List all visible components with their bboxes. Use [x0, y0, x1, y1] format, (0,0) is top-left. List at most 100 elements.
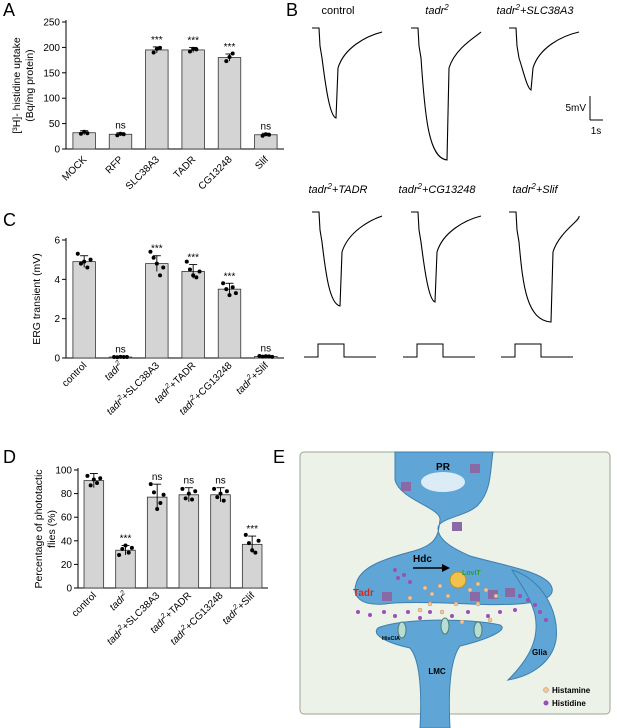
- data-point: [85, 265, 90, 270]
- data-point: [221, 498, 226, 503]
- significance-label: ***: [224, 271, 236, 282]
- significance-label: ns: [115, 344, 126, 355]
- data-point: [88, 257, 93, 262]
- panel-letter-a: A: [3, 0, 15, 20]
- data-point: [184, 259, 189, 264]
- transporter-protein: [488, 590, 498, 599]
- category-label: Slif: [253, 154, 271, 172]
- histidine-molecule: [408, 580, 412, 584]
- data-point: [190, 497, 195, 502]
- significance-label: ***: [187, 35, 199, 46]
- bar: [254, 134, 278, 150]
- chart-c-erg-transient: 0 2 4 6 ERG transient (mV) control ns tadr2 *** t…: [31, 236, 284, 417]
- scale-voltage-label: 5mV: [565, 103, 586, 114]
- y-axis-label: [³H]- histidine uptake: [11, 37, 23, 133]
- pr-label: PR: [436, 462, 451, 473]
- histamine-molecule: [407, 595, 413, 601]
- histidine-molecule: [393, 614, 397, 618]
- data-point: [78, 261, 83, 266]
- transporter-protein: [470, 592, 480, 601]
- data-point: [118, 131, 123, 136]
- histidine-molecule: [538, 610, 542, 614]
- data-point: [187, 267, 192, 272]
- legend-histidine-marker: [543, 700, 549, 706]
- data-point: [212, 486, 217, 491]
- bar: [145, 49, 169, 150]
- data-point: [215, 495, 220, 500]
- lovit-label: LoviT: [462, 570, 481, 577]
- category-label: SLC38A3: [124, 154, 162, 192]
- data-point: [154, 46, 159, 51]
- synaptic-vesicle: [449, 571, 467, 589]
- y-tick-label: 250: [43, 18, 60, 29]
- data-point: [95, 480, 100, 485]
- histamine-molecule: [439, 609, 445, 615]
- histamine-molecule: [493, 593, 499, 599]
- y-tick-label: 150: [43, 68, 60, 79]
- y-tick-label: 0: [54, 145, 60, 156]
- significance-label: ns: [184, 476, 195, 487]
- data-point: [246, 541, 251, 546]
- y-tick-label: 100: [43, 94, 60, 105]
- data-point: [263, 132, 268, 137]
- bar: [72, 261, 96, 359]
- data-point: [267, 132, 272, 137]
- y-tick-label: 20: [61, 560, 73, 571]
- data-point: [263, 354, 268, 359]
- data-point: [120, 547, 125, 552]
- histidine-molecule: [396, 576, 400, 580]
- data-point: [82, 129, 87, 134]
- data-point: [85, 131, 90, 136]
- bar: [210, 494, 231, 589]
- bar: [217, 288, 242, 359]
- histamine-molecule: [445, 593, 451, 599]
- significance-label: ns: [115, 121, 126, 132]
- data-point: [75, 251, 80, 256]
- data-point: [154, 261, 159, 266]
- data-point: [260, 354, 265, 359]
- category-label: MOCK: [60, 154, 89, 183]
- trace-title: tadr2+Slif: [512, 182, 558, 196]
- histamine-molecule: [417, 607, 423, 613]
- significance-label: ns: [152, 472, 163, 483]
- data-point: [186, 491, 191, 496]
- data-point: [91, 477, 96, 482]
- hiscla-label: HisClA: [382, 636, 400, 642]
- chart-a-histidine-uptake: 0 50 100 150 200 250 [³H]- histidine uptake (Bq…: [11, 18, 284, 192]
- bar: [181, 49, 205, 150]
- histidine-molecule: [450, 614, 454, 618]
- y-tick-label: 0: [66, 584, 72, 595]
- erg-trace: [312, 211, 383, 307]
- scale-time-label: 1s: [591, 126, 602, 137]
- histamine-molecule: [437, 583, 443, 589]
- light-stimulus-marker: [304, 343, 376, 358]
- y-tick-label: 60: [61, 513, 73, 524]
- histidine-molecule: [498, 610, 502, 614]
- legend-histamine-label: Histamine: [552, 686, 591, 695]
- data-point: [161, 265, 166, 270]
- data-point: [155, 506, 160, 511]
- data-point: [115, 133, 120, 138]
- erg-trace: [312, 27, 383, 119]
- bar: [178, 494, 200, 589]
- data-point: [151, 50, 156, 55]
- data-point: [250, 548, 255, 553]
- data-point: [121, 132, 126, 137]
- erg-trace: [411, 211, 482, 303]
- data-point: [121, 355, 126, 360]
- data-point: [253, 550, 258, 555]
- y-tick-label: 100: [55, 466, 72, 477]
- category-label: control: [60, 360, 89, 389]
- transporter-protein: [470, 464, 480, 473]
- category-label: tadr2: [107, 590, 131, 614]
- histidine-molecule: [466, 610, 470, 614]
- data-point: [148, 482, 153, 487]
- data-point: [161, 492, 166, 497]
- histamine-molecule: [467, 587, 473, 593]
- erg-trace: [509, 27, 580, 91]
- histamine-molecule: [422, 585, 428, 591]
- data-point: [243, 532, 248, 537]
- histidine-molecule: [393, 568, 397, 572]
- data-point: [151, 255, 156, 260]
